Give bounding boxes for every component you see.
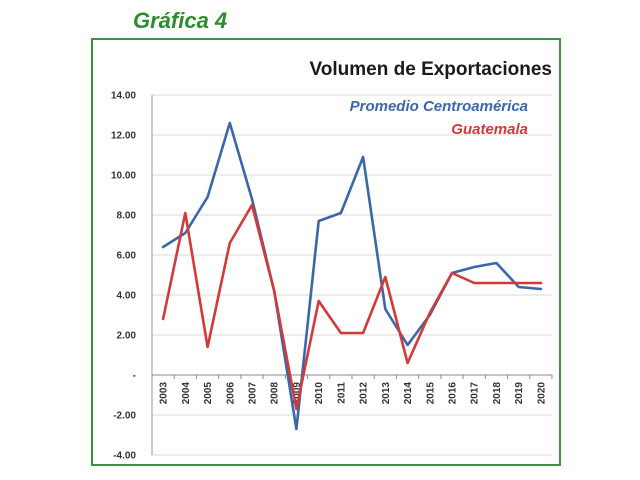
x-tick-label: 2018 xyxy=(492,382,503,405)
x-tick-label: 2005 xyxy=(203,382,214,405)
x-tick-label: 2017 xyxy=(470,382,481,405)
y-tick-label: 8.00 xyxy=(117,211,137,222)
figure-label: Gráfica 4 xyxy=(133,8,228,33)
x-tick-label: 2004 xyxy=(181,382,192,405)
x-tick-label: 2006 xyxy=(225,382,236,405)
x-tick-label: 2012 xyxy=(359,382,370,405)
x-tick-label: 2007 xyxy=(248,382,259,405)
y-tick-label: 14.00 xyxy=(111,91,136,102)
y-tick-label: 4.00 xyxy=(117,291,137,302)
series-line-centroamerica xyxy=(161,121,543,431)
legend-guatemala: Guatemala xyxy=(451,121,528,138)
x-tick-label: 2008 xyxy=(270,382,281,405)
x-tick-label: 2009 xyxy=(292,382,303,405)
y-tick-label: 6.00 xyxy=(117,251,137,262)
x-tick-label: 2013 xyxy=(381,382,392,405)
y-tick-label: 2.00 xyxy=(117,331,137,342)
x-tick-label: 2003 xyxy=(159,382,170,405)
y-tick-label: - xyxy=(133,371,136,382)
chart-title: Volumen de Exportaciones xyxy=(310,59,552,80)
chart-frame xyxy=(91,38,561,466)
series-line-guatemala xyxy=(161,203,543,411)
legend-centroamerica: Promedio Centroamérica xyxy=(350,98,528,115)
x-tick-label: 2014 xyxy=(403,382,414,405)
gridlines xyxy=(151,94,552,456)
x-tick-label: 2010 xyxy=(314,382,325,405)
y-tick-label: -4.00 xyxy=(113,451,136,462)
x-tick-label: 2015 xyxy=(425,382,436,405)
x-tick-label: 2019 xyxy=(514,382,525,405)
series-lines xyxy=(161,121,543,431)
x-tick-label: 2016 xyxy=(448,382,459,405)
y-tick-label: 10.00 xyxy=(111,171,136,182)
x-tick-label: 2011 xyxy=(336,382,347,404)
x-axis: 2003 2004 2005 2006 2007 2008 2009 2010 2011 2012… xyxy=(151,374,553,405)
y-tick-label: 12.00 xyxy=(111,131,136,142)
y-tick-label: -2.00 xyxy=(113,411,136,422)
y-axis-ticks: -4.00-2.00-2.004.006.008.0010.0012.0014.… xyxy=(111,91,136,462)
x-tick-label: 2020 xyxy=(536,382,547,405)
